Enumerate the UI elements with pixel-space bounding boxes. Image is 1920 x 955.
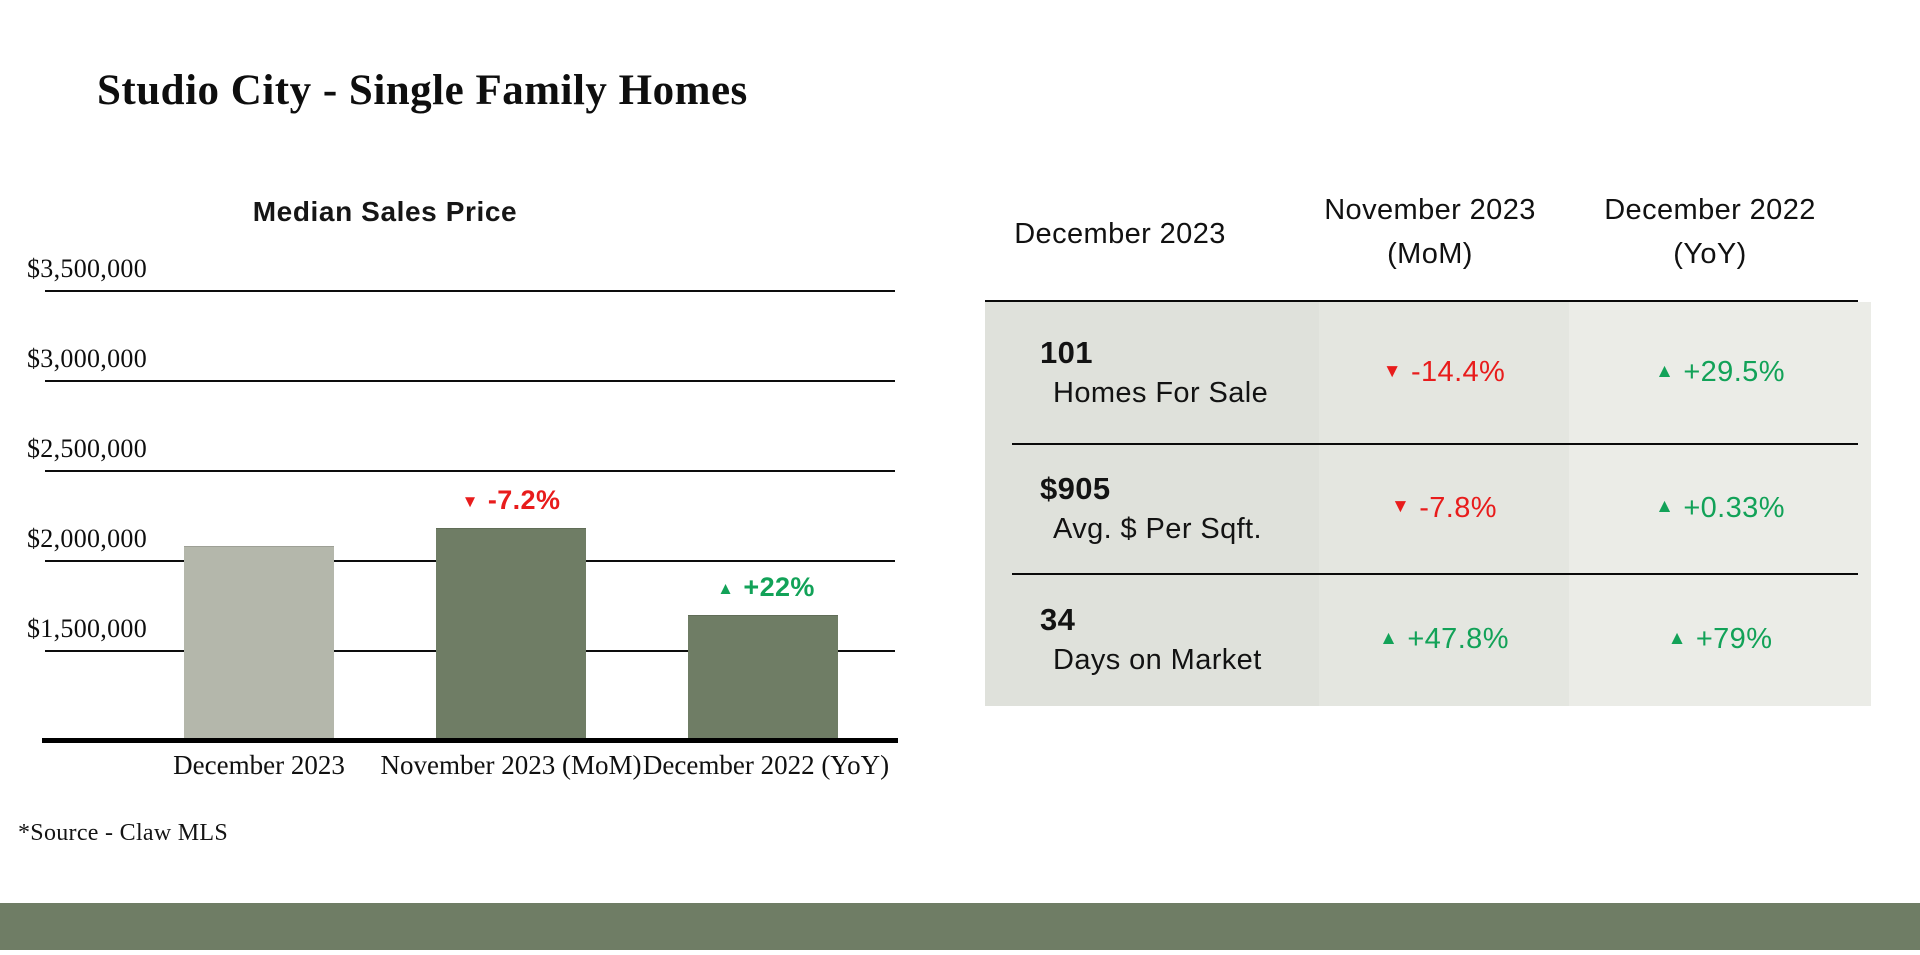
yoy-change: ▲ +0.33% [1569,443,1871,573]
trend-up-icon: ▲ [717,579,735,598]
metric-label: Homes For Sale [1053,377,1269,409]
trend-down-icon: ▼ [461,492,479,511]
mom-change: ▼ -7.8% [1319,443,1569,573]
footer-bar [0,903,1920,950]
y-axis-label: $1,500,000 [27,614,147,643]
gridline [45,290,895,292]
yoy-change: ▲ +79% [1569,573,1871,706]
trend-down-icon: ▼ [1391,496,1411,517]
page-title: Studio City - Single Family Homes [97,67,748,114]
table-row-days-on-market: 34 Days on Market [1040,573,1330,706]
chart-title: Median Sales Price [252,196,518,227]
table-column-bg [985,302,1319,706]
gridline [45,380,895,382]
bar-annotation-text: -7.2% [487,485,561,515]
table-header-december-2022-yoy: December 2022 (YoY) [1560,188,1860,276]
table-row-homes-for-sale: 101 Homes For Sale [1040,302,1330,443]
trend-up-icon: ▲ [1655,360,1675,382]
table-column-bg [1569,302,1871,706]
metric-value: 101 [1040,335,1093,370]
x-category-label: December 2023 [173,750,345,780]
mom-change: ▲ +47.8% [1319,573,1569,706]
bar-annotation-yoy: ▲ +22% [646,572,886,603]
table-header-line: December 2023 [1014,218,1226,250]
change-text: -7.8% [1419,491,1497,524]
trend-up-icon: ▲ [1379,627,1399,649]
trend-down-icon: ▼ [1382,360,1402,382]
change-text: +0.33% [1683,491,1785,524]
trend-up-icon: ▲ [1667,627,1687,649]
metric-label: Avg. $ Per Sqft. [1053,512,1262,545]
table-header-november-2023-mom: November 2023 (MoM) [1280,188,1580,276]
table-header-rule [985,300,1858,303]
y-axis-label: $2,500,000 [27,434,147,463]
x-axis-line [42,738,898,743]
table-header-december-2023: December 2023 [970,212,1270,256]
change-text: +29.5% [1683,356,1785,388]
trend-up-icon: ▲ [1655,496,1675,517]
table-header-line: November 2023 [1324,194,1536,226]
y-axis-label: $2,000,000 [27,524,147,553]
metric-label: Days on Market [1053,644,1262,676]
bar-december-2023 [184,546,334,740]
bar-annotation-text: +22% [743,572,815,602]
mom-change: ▼ -14.4% [1319,302,1569,443]
table-column-bg [1319,302,1569,706]
bar-december-2022 [688,615,838,740]
x-category-label: November 2023 (MoM) [380,750,642,780]
gridline [45,470,895,472]
source-note: *Source - Claw MLS [18,820,229,846]
table-header-line: (YoY) [1673,238,1747,270]
yoy-change: ▲ +29.5% [1569,302,1871,443]
x-category-label: December 2022 (YoY) [642,750,890,780]
bar-annotation-mom: ▼ -7.2% [391,485,631,516]
change-text: +79% [1695,623,1773,655]
table-row-divider [1012,443,1858,445]
y-axis-label: $3,000,000 [27,344,147,373]
change-text: +47.8% [1407,623,1509,655]
table-row-avg-per-sqft: $905 Avg. $ Per Sqft. [1040,443,1330,573]
change-text: -14.4% [1410,356,1506,388]
table-row-divider [1012,573,1858,575]
y-axis-label: $3,500,000 [27,254,147,283]
metric-value: 34 [1040,602,1076,637]
metric-value: $905 [1040,470,1111,506]
table-header-line: December 2022 [1604,194,1816,226]
table-header-line: (MoM) [1387,238,1473,270]
bar-november-2023 [436,528,586,740]
